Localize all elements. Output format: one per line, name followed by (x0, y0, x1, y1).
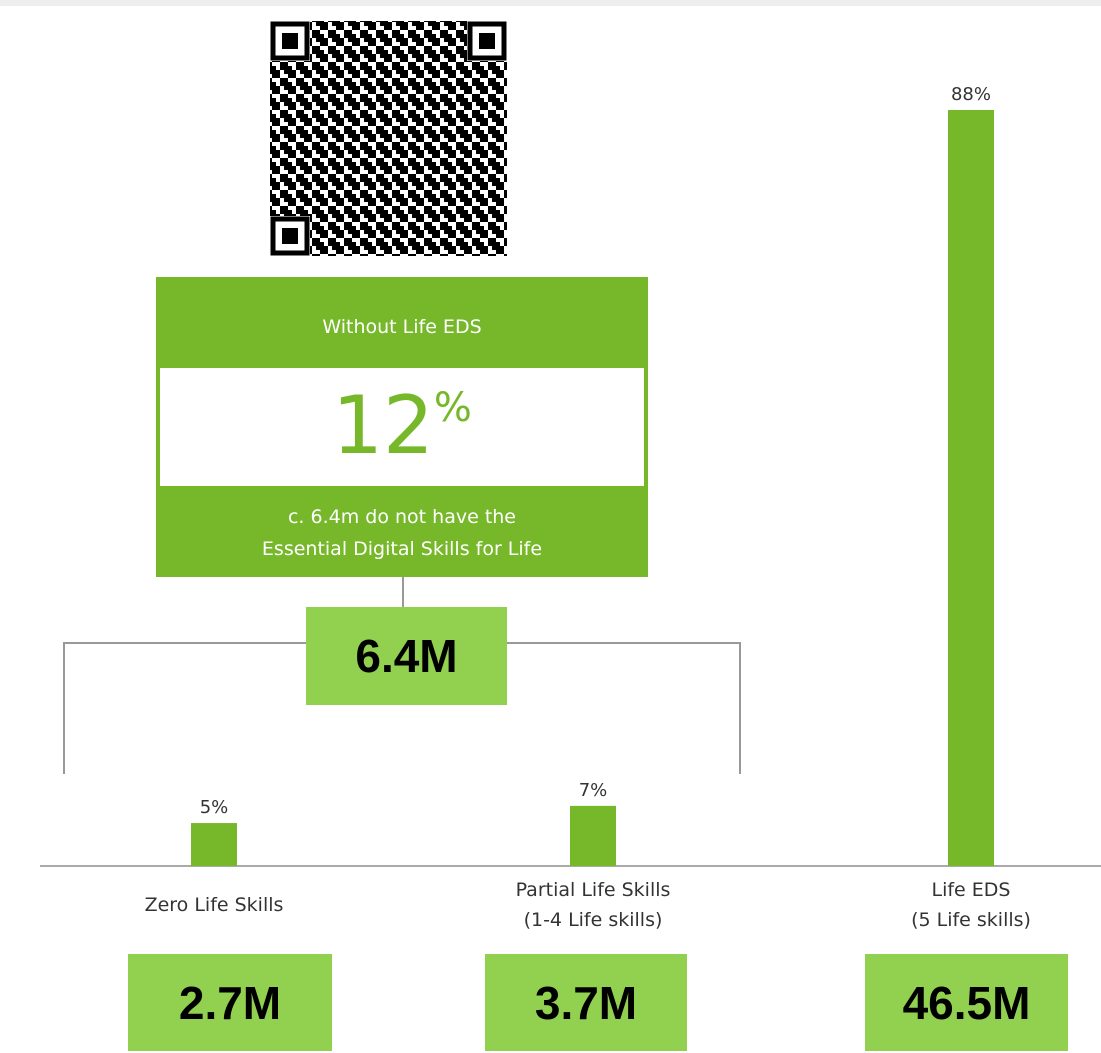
category-label: Zero Life Skills (144, 894, 284, 916)
callout-value: 12 (332, 379, 434, 472)
total-box: 2.7M (128, 954, 332, 1051)
value-label: 7% (579, 780, 608, 801)
value-label: 88% (951, 84, 991, 105)
bar (191, 823, 237, 866)
qr-code (270, 21, 507, 256)
chart: 5% 7% 88% (40, 21, 1101, 867)
category-label: Partial Life Skills (1-4 Life skills) (515, 879, 671, 931)
callout-figure: 12% (160, 378, 644, 474)
callout-note: c. 6.4m do not have the Essential Digita… (261, 506, 543, 560)
bar (948, 110, 994, 866)
category-label: Life EDS (5 Life skills) (911, 879, 1031, 931)
value-label: 5% (200, 797, 229, 818)
total-box: 6.4M (306, 607, 507, 705)
callout-inner (160, 368, 644, 486)
bar (570, 805, 616, 866)
callout-title: Without Life EDS (322, 316, 482, 338)
total-box: 46.5M (865, 954, 1068, 1051)
callout-unit: % (433, 385, 472, 431)
total-box: 3.7M (485, 954, 687, 1051)
